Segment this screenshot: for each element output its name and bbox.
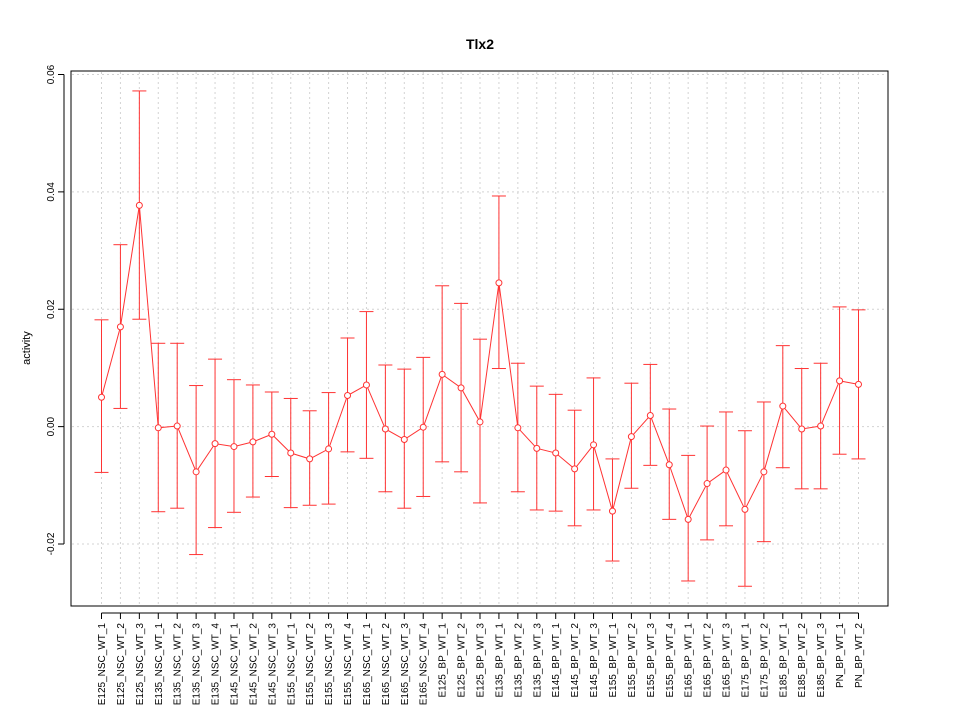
data-point xyxy=(722,466,730,474)
data-point xyxy=(817,422,825,430)
x-tick-label: E145_BP_WT_3 xyxy=(589,623,600,698)
data-point xyxy=(306,455,314,463)
x-tick-label: E165_NSC_WT_1 xyxy=(362,623,373,706)
data-point xyxy=(230,443,238,451)
data-point xyxy=(287,449,295,457)
x-tick-label: E125_BP_WT_3 xyxy=(476,623,487,698)
x-tick-label: E135_BP_WT_1 xyxy=(494,623,505,698)
y-axis-label: activity xyxy=(21,331,33,365)
data-point xyxy=(552,449,560,457)
x-tick-label: E165_BP_WT_3 xyxy=(722,623,733,698)
x-tick-label: E155_BP_WT_2 xyxy=(627,623,638,698)
grid-lines xyxy=(72,72,887,605)
x-tick-label: E185_BP_WT_1 xyxy=(778,623,789,698)
x-tick-label: E145_NSC_WT_2 xyxy=(248,623,259,706)
data-point xyxy=(571,465,579,473)
y-tick-label: 0.02 xyxy=(46,299,57,319)
data-point xyxy=(154,424,162,432)
x-tick-label: E135_BP_WT_2 xyxy=(513,623,524,698)
data-point xyxy=(533,444,541,452)
data-point xyxy=(646,411,654,419)
x-tick-label: E175_BP_WT_1 xyxy=(740,623,751,698)
data-point xyxy=(173,422,181,430)
data-point xyxy=(495,279,503,287)
x-tick-label: E155_NSC_WT_4 xyxy=(343,623,354,706)
x-tick-label: E125_NSC_WT_1 xyxy=(97,623,108,706)
data-point xyxy=(855,380,862,388)
x-tick-label: E135_NSC_WT_1 xyxy=(154,623,165,706)
data-point xyxy=(325,445,333,453)
x-tick-label: PN_BP_WT_2 xyxy=(854,623,865,688)
y-tick-label: 0.06 xyxy=(46,64,57,84)
data-point xyxy=(400,436,408,444)
x-tick-label: E145_NSC_WT_1 xyxy=(229,623,240,706)
x-tick-label: E145_BP_WT_2 xyxy=(570,623,581,698)
x-tick-label: E135_NSC_WT_4 xyxy=(211,623,222,706)
x-tick-label: E155_NSC_WT_2 xyxy=(305,623,316,706)
data-point xyxy=(419,423,427,431)
data-point xyxy=(760,468,768,476)
x-tick-label: PN_BP_WT_1 xyxy=(835,623,846,688)
x-tick-label: E135_NSC_WT_2 xyxy=(173,623,184,706)
x-tick-label: E165_BP_WT_1 xyxy=(684,623,695,698)
data-point xyxy=(779,402,787,410)
data-point xyxy=(192,468,200,476)
data-point xyxy=(798,425,806,433)
x-tick-label: E165_NSC_WT_2 xyxy=(381,623,392,706)
x-tick-label: E155_BP_WT_3 xyxy=(646,623,657,698)
data-point xyxy=(608,507,616,515)
data-point xyxy=(135,201,143,209)
x-tick-label: E185_BP_WT_2 xyxy=(797,623,808,698)
data-point xyxy=(116,323,124,331)
data-points xyxy=(98,201,862,523)
chart-title: Tlx2 xyxy=(466,36,494,52)
y-axis: -0.02 0.00 0.02 0.04 0.06 xyxy=(46,64,65,555)
x-tick-label: E165_NSC_WT_4 xyxy=(419,623,430,706)
data-point xyxy=(362,381,370,389)
data-point xyxy=(211,440,219,448)
data-point xyxy=(476,418,484,426)
x-tick-label: E125_NSC_WT_3 xyxy=(135,623,146,706)
x-tick-label: E145_NSC_WT_3 xyxy=(267,623,278,706)
data-point xyxy=(381,425,389,433)
x-tick-label: E175_BP_WT_2 xyxy=(759,623,770,698)
data-point xyxy=(836,377,844,385)
data-point xyxy=(438,370,446,378)
x-tick-label: E155_BP_WT_1 xyxy=(608,623,619,698)
x-tick-label: E185_BP_WT_3 xyxy=(816,623,827,698)
x-tick-label: E135_NSC_WT_3 xyxy=(192,623,203,706)
data-point xyxy=(514,424,522,432)
x-tick-label: E125_BP_WT_1 xyxy=(438,623,449,698)
x-tick-label: E135_BP_WT_3 xyxy=(532,623,543,698)
y-tick-label: 0.04 xyxy=(46,182,57,202)
y-tick-label: -0.02 xyxy=(46,532,57,555)
data-point xyxy=(98,393,105,401)
plot-frame xyxy=(70,70,889,607)
x-tick-label: E155_NSC_WT_3 xyxy=(324,623,335,706)
x-tick-label: E165_NSC_WT_3 xyxy=(400,623,411,706)
data-point xyxy=(590,441,598,449)
data-point xyxy=(703,480,711,488)
data-point xyxy=(268,430,276,438)
x-tick-label: E125_BP_WT_2 xyxy=(457,623,468,698)
data-point xyxy=(741,505,749,513)
x-tick-label: E165_BP_WT_2 xyxy=(703,623,714,698)
x-tick-label: E155_BP_WT_4 xyxy=(665,623,676,698)
data-point xyxy=(249,438,257,446)
data-point xyxy=(344,392,352,400)
data-point xyxy=(627,433,635,441)
x-tick-label: E125_NSC_WT_2 xyxy=(116,623,127,706)
x-tick-label: E155_NSC_WT_1 xyxy=(286,623,297,706)
data-point xyxy=(457,384,465,392)
y-tick-label: 0.00 xyxy=(46,416,57,436)
data-point xyxy=(665,461,673,469)
x-tick-label: E145_BP_WT_1 xyxy=(551,623,562,698)
x-axis: E125_NSC_WT_1 E125_NSC_WT_2 E125_NSC_WT_3 E… xyxy=(97,612,865,706)
data-point xyxy=(684,515,692,523)
